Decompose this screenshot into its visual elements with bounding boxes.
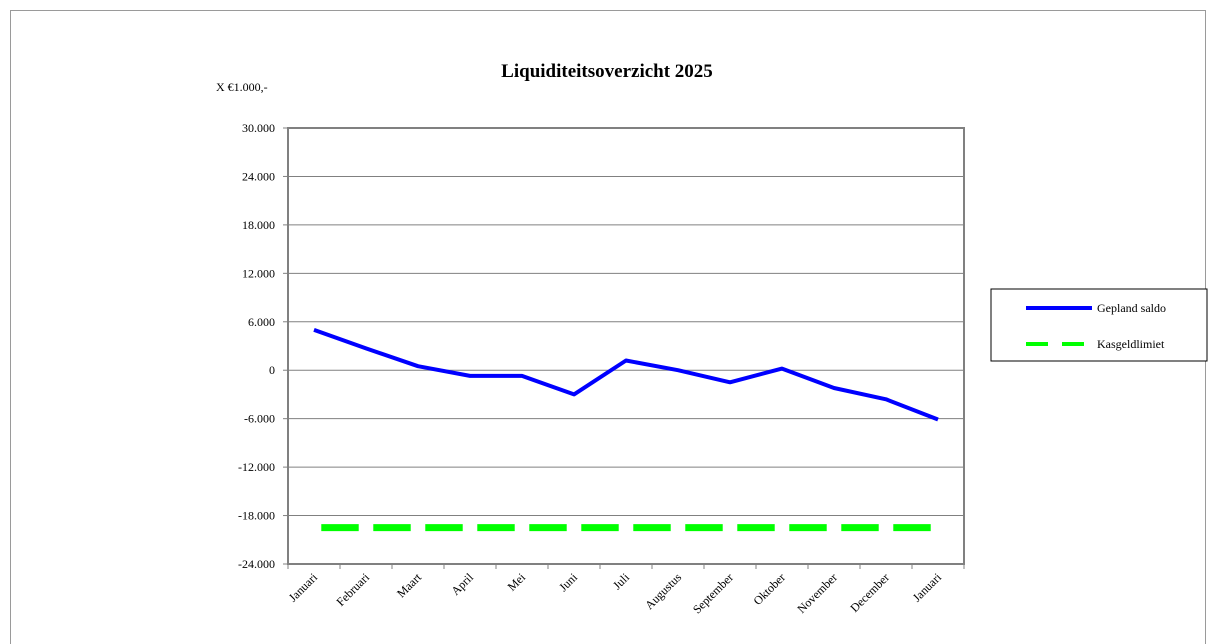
- legend-label-kasgeldlimiet: Kasgeldlimiet: [1097, 337, 1165, 351]
- series-line-gepland-saldo: [313, 328, 939, 422]
- x-tick-label: Juni: [556, 570, 581, 595]
- y-tick-label: -24.000: [238, 557, 275, 571]
- x-tick-label: Februari: [333, 570, 372, 609]
- y-tick-label: 30.000: [242, 121, 275, 135]
- y-tick-label: -18.000: [238, 509, 275, 523]
- legend-label-gepland-saldo: Gepland saldo: [1097, 301, 1166, 315]
- x-tick-label: September: [690, 570, 736, 616]
- y-tick-label: 18.000: [242, 218, 275, 232]
- series-lines: [313, 328, 939, 532]
- x-tick-label: November: [794, 570, 840, 616]
- y-tick-label: 6.000: [248, 315, 275, 329]
- y-tick-label: 24.000: [242, 169, 275, 183]
- y-axis-unit-label: X €1.000,-: [216, 80, 268, 94]
- legend: Gepland saldo Kasgeldlimiet: [990, 288, 1208, 362]
- x-tick-label: Januari: [910, 570, 945, 605]
- y-tick-label: 12.000: [242, 266, 275, 280]
- legend-box: [990, 288, 1208, 362]
- y-axis-ticks: 30.000 24.000 18.000 12.000 6.000 0 -6.000 -12.…: [238, 121, 288, 571]
- chart-title: Liquiditeitsoverzicht 2025: [501, 61, 713, 82]
- y-tick-label: -6.000: [244, 412, 275, 426]
- x-tick-label: Mei: [505, 570, 529, 594]
- x-axis-ticks: Januari Februari Maart April Mei Juni Juli Augu…: [286, 564, 965, 616]
- y-tick-label: -12.000: [238, 460, 275, 474]
- x-tick-label: Maart: [394, 570, 425, 601]
- grid-lines: [288, 175, 964, 517]
- x-tick-label: Juli: [610, 570, 633, 593]
- y-tick-label: 0: [269, 363, 275, 377]
- x-tick-label: Oktober: [750, 570, 788, 608]
- x-tick-label: Januari: [286, 570, 321, 605]
- plot-area: [287, 127, 965, 565]
- x-tick-label: April: [448, 570, 476, 598]
- x-tick-label: Augustus: [642, 570, 684, 612]
- x-tick-label: December: [847, 570, 892, 615]
